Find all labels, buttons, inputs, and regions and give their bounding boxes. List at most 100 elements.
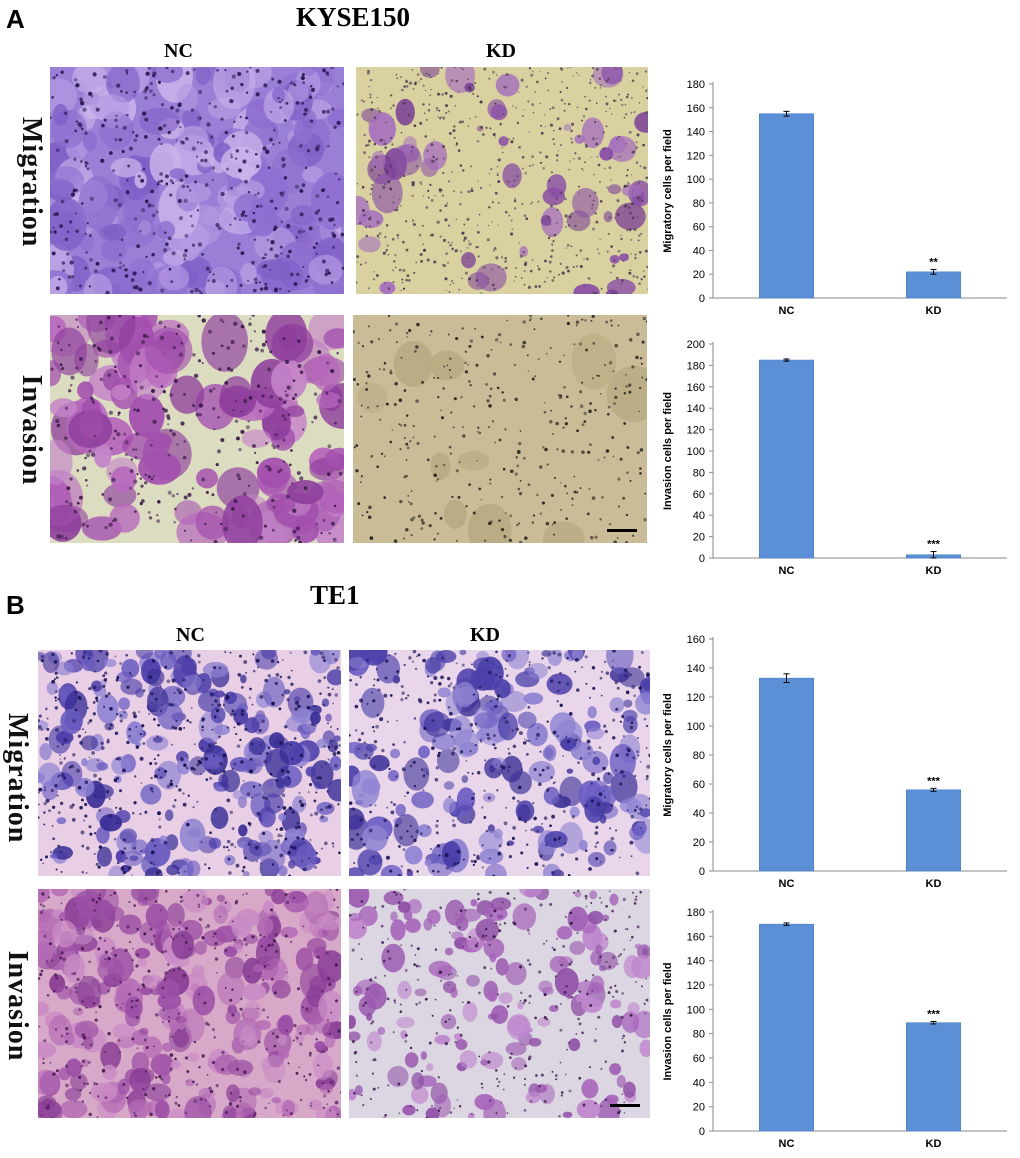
chart-a-migration: Migratory cells per field 0 20 40 60 80 100 120… [655, 70, 1015, 320]
significance-label: *** [927, 1009, 941, 1021]
y-tick-label: 140 [687, 663, 705, 675]
y-tick-label: 160 [687, 382, 705, 394]
y-tick-label: 140 [687, 403, 705, 415]
panel-b-row-migration: Migration [2, 713, 33, 844]
y-axis-label: Invasion cells per field [662, 963, 674, 1081]
chart-b-migration: Migratory cells per field 0 20 40 60 80 100 120… [655, 625, 1015, 893]
y-tick-label: 80 [693, 198, 705, 210]
bar-nc [759, 359, 814, 559]
bar-nc [759, 923, 814, 1132]
panel-a-col-nc: NC [164, 40, 193, 62]
y-tick-label: 20 [693, 532, 705, 544]
panel-b-row-invasion: Invasion [2, 950, 33, 1062]
significance-label: *** [927, 775, 941, 787]
y-axis-label: Invasion cells per field [662, 392, 674, 510]
x-tick-label: NC [779, 565, 795, 577]
y-tick-label: 0 [699, 1126, 705, 1138]
y-tick-label: 40 [693, 510, 705, 522]
panel-a-col-kd: KD [486, 40, 516, 62]
x-tick-label: KD [926, 305, 942, 317]
y-tick-label: 80 [693, 750, 705, 762]
y-tick-label: 60 [693, 1053, 705, 1065]
bar-kd [906, 271, 961, 299]
scale-bar [607, 529, 637, 532]
scale-bar [610, 1104, 640, 1107]
y-tick-label: 60 [693, 222, 705, 234]
panel-b-title: TE1 [310, 580, 360, 610]
y-tick-label: 120 [687, 150, 705, 162]
chart-a-invasion: Invasion cells per field 0 20 40 60 80 100 120 1… [655, 330, 1015, 580]
error-bar-kd [930, 268, 937, 275]
error-bar-kd [930, 1021, 937, 1025]
micrograph-b-migration-kd [349, 650, 650, 876]
x-tick-label: NC [779, 878, 795, 890]
panel-b-letter: B [6, 590, 25, 620]
bar-kd [906, 789, 961, 872]
micrograph-a-migration-nc [50, 67, 344, 294]
error-bar-nc [783, 358, 790, 362]
y-axis-label: Migratory cells per field [662, 693, 674, 816]
y-tick-label: 40 [693, 808, 705, 820]
y-tick-label: 120 [687, 692, 705, 704]
panel-a-row-migration: Migration [16, 117, 47, 248]
error-bar-nc [783, 922, 790, 926]
y-tick-label: 20 [693, 1102, 705, 1114]
x-tick-label: NC [779, 1138, 795, 1150]
y-tick-label: 100 [687, 446, 705, 458]
y-tick-label: 40 [693, 1077, 705, 1089]
y-tick-label: 60 [693, 489, 705, 501]
panel-a-letter: A [6, 4, 25, 34]
a-migration-svg: Migratory cells per field 0 20 40 60 80 100 120… [662, 79, 1007, 317]
y-tick-label: 80 [693, 1029, 705, 1041]
error-bar-kd [930, 787, 937, 792]
y-tick-label: 0 [699, 866, 705, 878]
panel-a-row-invasion: Invasion [16, 374, 47, 486]
micrograph-a-invasion-kd [353, 315, 647, 543]
y-tick-label: 100 [687, 721, 705, 733]
y-tick-label: 100 [687, 174, 705, 186]
y-tick-label: 200 [687, 339, 705, 351]
panel-b-col-kd: KD [470, 624, 500, 646]
micrograph-b-invasion-kd [349, 889, 650, 1118]
y-tick-label: 40 [693, 245, 705, 257]
error-bar-nc [783, 673, 790, 683]
micrograph-a-invasion-nc [50, 315, 344, 543]
x-tick-label: KD [926, 565, 942, 577]
y-tick-label: 180 [687, 360, 705, 372]
a-invasion-svg: Invasion cells per field 0 20 40 60 80 100 120 1… [662, 339, 1007, 577]
y-tick-label: 60 [693, 779, 705, 791]
y-tick-label: 160 [687, 634, 705, 646]
b-invasion-svg: Invasion cells per field 0 20 40 60 80 100 120 1… [662, 907, 1007, 1150]
significance-label: ** [929, 256, 938, 268]
y-tick-label: 140 [687, 956, 705, 968]
x-tick-label: KD [926, 878, 942, 890]
y-axis-label: Migratory cells per field [662, 129, 674, 252]
y-tick-label: 20 [693, 269, 705, 281]
y-tick-label: 160 [687, 931, 705, 943]
bar-nc [759, 677, 814, 872]
y-tick-label: 180 [687, 907, 705, 919]
bar-kd [906, 1022, 961, 1132]
y-tick-label: 120 [687, 425, 705, 437]
error-bar-kd [930, 551, 937, 559]
y-tick-label: 140 [687, 127, 705, 139]
b-migration-svg: Migratory cells per field 0 20 40 60 80 100 120… [662, 634, 1007, 890]
y-tick-label: 160 [687, 103, 705, 115]
x-tick-label: KD [926, 1138, 942, 1150]
bar-nc [759, 113, 814, 299]
panel-a-title: KYSE150 [296, 2, 411, 32]
y-tick-label: 0 [699, 293, 705, 305]
y-tick-label: 20 [693, 837, 705, 849]
micrograph-a-migration-kd [356, 67, 648, 294]
significance-label: *** [927, 539, 941, 551]
y-tick-label: 80 [693, 467, 705, 479]
error-bar-nc [783, 110, 790, 117]
y-tick-label: 180 [687, 79, 705, 91]
y-tick-label: 0 [699, 553, 705, 565]
y-tick-label: 120 [687, 980, 705, 992]
chart-b-invasion: Invasion cells per field 0 20 40 60 80 100 120 1… [655, 898, 1015, 1153]
x-tick-label: NC [779, 305, 795, 317]
micrograph-b-migration-nc [38, 650, 341, 876]
micrograph-b-invasion-nc [38, 889, 341, 1118]
y-tick-label: 100 [687, 1004, 705, 1016]
